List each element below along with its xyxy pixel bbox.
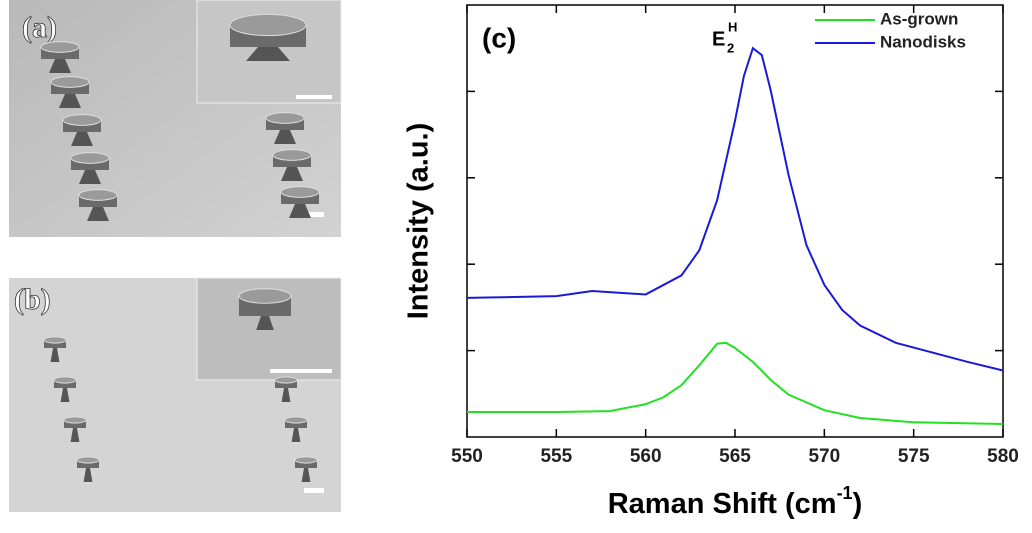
pillar-top (284, 416, 308, 424)
pillar-side (44, 340, 66, 348)
pillar-top (294, 456, 318, 464)
x-label-sup: -1 (837, 483, 853, 503)
pillar-side (54, 380, 76, 388)
x-tick-label: 580 (987, 446, 1019, 467)
scale-bar (296, 95, 332, 99)
pillar-stem (281, 388, 291, 402)
pillar-top (265, 112, 305, 124)
peak-sub: 2 (727, 40, 734, 55)
pillar-side (77, 460, 99, 468)
pillar-stem (59, 94, 81, 108)
pillar-top (50, 76, 90, 88)
pillar-top (280, 186, 320, 198)
pillar-top (229, 13, 307, 37)
pillar-stem (50, 348, 60, 362)
scale-bar (304, 488, 324, 493)
pillar-side (285, 420, 307, 428)
pillar-side (64, 420, 86, 428)
pillar-side (295, 460, 317, 468)
legend-label: Nanodisks (880, 32, 966, 51)
scale-bar (270, 369, 332, 373)
sem-images: (a) (b) (9, 0, 342, 512)
x-tick-label: 570 (808, 446, 840, 467)
panel-label: (b) (14, 283, 51, 316)
pillar-stem (70, 428, 80, 442)
x-tick-label: 555 (540, 446, 572, 467)
scale-bar (304, 212, 324, 217)
x-tick-label: 550 (451, 446, 483, 467)
x-label-end: ) (853, 488, 863, 520)
x-tick-label: 565 (719, 446, 751, 467)
pillar-top (40, 41, 80, 53)
pillar-stem (87, 207, 109, 221)
y-axis-label: Intensity (a.u.) (403, 123, 435, 320)
x-tick-label: 575 (898, 446, 930, 467)
pillar-stem (71, 132, 93, 146)
panel-label: (a) (22, 11, 57, 44)
x-tick-label: 560 (630, 446, 662, 467)
pillar-top (272, 149, 312, 161)
pillar-stem (281, 167, 303, 181)
x-label-text: Raman Shift (cm (608, 488, 837, 520)
peak-label: E (712, 28, 725, 50)
pillar-top (70, 152, 110, 164)
pillar-side (275, 380, 297, 388)
pillar-top (78, 189, 118, 201)
panel-label: (c) (482, 22, 516, 53)
pillar-stem (291, 428, 301, 442)
pillar-top (43, 336, 67, 344)
plot-frame (466, 4, 1004, 438)
pillar-stem (256, 316, 274, 330)
pillar-top (274, 376, 298, 384)
plot: 550 555 560 565 570 575 580 As-grown Nanodisks (c… (403, 4, 1019, 520)
pillar-top (63, 416, 87, 424)
pillar-top (53, 376, 77, 384)
series-line (466, 46, 1004, 372)
pillar-stem (274, 130, 296, 144)
pillar-top (238, 288, 292, 304)
pillar-top (62, 114, 102, 126)
pillar-top (76, 456, 100, 464)
pillar-stem (289, 204, 311, 218)
pillar-stem (49, 59, 71, 73)
pillar-stem (83, 468, 93, 482)
pillar-stem (60, 388, 70, 402)
x-axis-label: Raman Shift (cm-1) (608, 483, 863, 520)
series-line (467, 341, 1004, 426)
pillar-stem (246, 47, 290, 61)
legend-label: As-grown (880, 9, 958, 28)
pillar-stem (301, 468, 311, 482)
peak-sup: H (728, 19, 737, 34)
pillar-stem (79, 170, 101, 184)
